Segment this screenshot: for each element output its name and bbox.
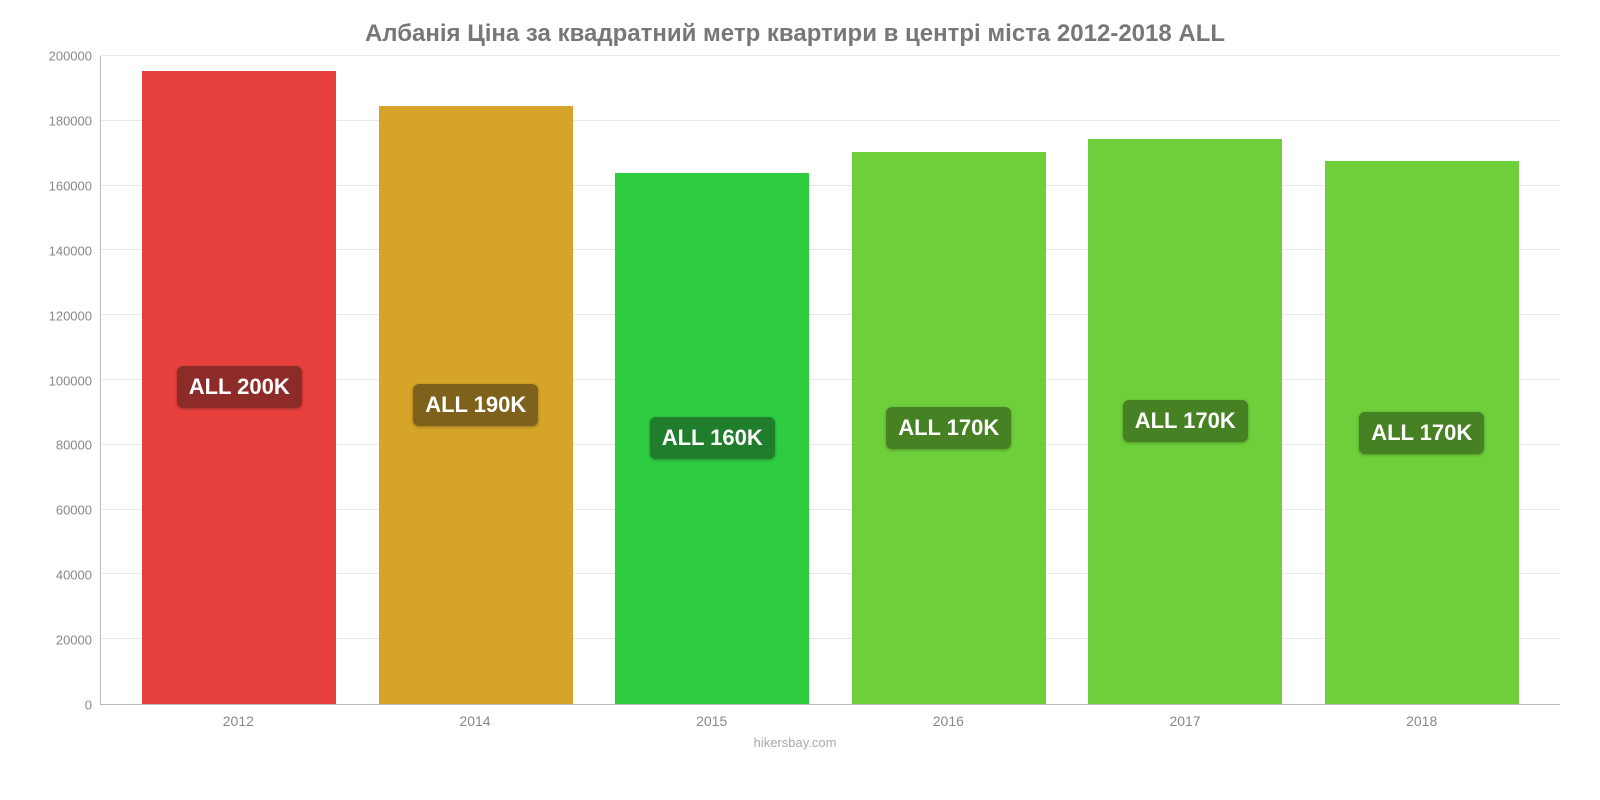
y-axis: 0200004000060000800001000001200001400001… bbox=[30, 56, 100, 705]
y-tick: 140000 bbox=[30, 243, 100, 258]
bar-value-label: ALL 200K bbox=[177, 366, 302, 408]
bar-value-label: ALL 190K bbox=[413, 384, 538, 426]
bar-value-label: ALL 170K bbox=[1123, 400, 1248, 442]
bar: ALL 170K bbox=[852, 152, 1046, 704]
bar-value-label: ALL 170K bbox=[886, 407, 1011, 449]
bar-value-label: ALL 170K bbox=[1359, 412, 1484, 454]
x-tick: 2016 bbox=[830, 713, 1067, 729]
bars-group: ALL 200K ALL 190K ALL 160K ALL 170K ALL 170K… bbox=[101, 56, 1560, 704]
x-tick: 2017 bbox=[1067, 713, 1304, 729]
bar-value-label: ALL 160K bbox=[650, 417, 775, 459]
y-tick: 100000 bbox=[30, 373, 100, 388]
chart-title: Албанія Ціна за квадратний метр квартири… bbox=[30, 20, 1560, 48]
y-tick: 60000 bbox=[30, 503, 100, 518]
plot-wrap: 0200004000060000800001000001200001400001… bbox=[30, 56, 1560, 705]
y-tick: 160000 bbox=[30, 178, 100, 193]
bar: ALL 170K bbox=[1088, 139, 1282, 704]
bar: ALL 160K bbox=[615, 173, 809, 704]
bar-slot: ALL 200K bbox=[121, 56, 358, 704]
y-tick: 180000 bbox=[30, 113, 100, 128]
chart-footer: hikersbay.com bbox=[30, 735, 1560, 750]
y-tick: 200000 bbox=[30, 49, 100, 64]
bar-slot: ALL 190K bbox=[358, 56, 595, 704]
y-tick: 80000 bbox=[30, 438, 100, 453]
x-tick: 2018 bbox=[1303, 713, 1540, 729]
chart-container: Албанія Ціна за квадратний метр квартири… bbox=[0, 0, 1600, 800]
bar-slot: ALL 170K bbox=[831, 56, 1068, 704]
bar-slot: ALL 160K bbox=[594, 56, 831, 704]
y-tick: 120000 bbox=[30, 308, 100, 323]
bar: ALL 170K bbox=[1325, 161, 1519, 704]
y-tick: 40000 bbox=[30, 568, 100, 583]
plot-area: ALL 200K ALL 190K ALL 160K ALL 170K ALL 170K… bbox=[100, 56, 1560, 705]
y-tick: 20000 bbox=[30, 633, 100, 648]
x-tick: 2014 bbox=[357, 713, 594, 729]
x-tick: 2012 bbox=[120, 713, 357, 729]
x-tick: 2015 bbox=[593, 713, 830, 729]
bar-slot: ALL 170K bbox=[1067, 56, 1304, 704]
x-axis: 201220142015201620172018 bbox=[100, 705, 1560, 729]
bar-slot: ALL 170K bbox=[1304, 56, 1541, 704]
bar: ALL 190K bbox=[379, 106, 573, 704]
bar: ALL 200K bbox=[142, 71, 336, 704]
y-tick: 0 bbox=[30, 698, 100, 713]
